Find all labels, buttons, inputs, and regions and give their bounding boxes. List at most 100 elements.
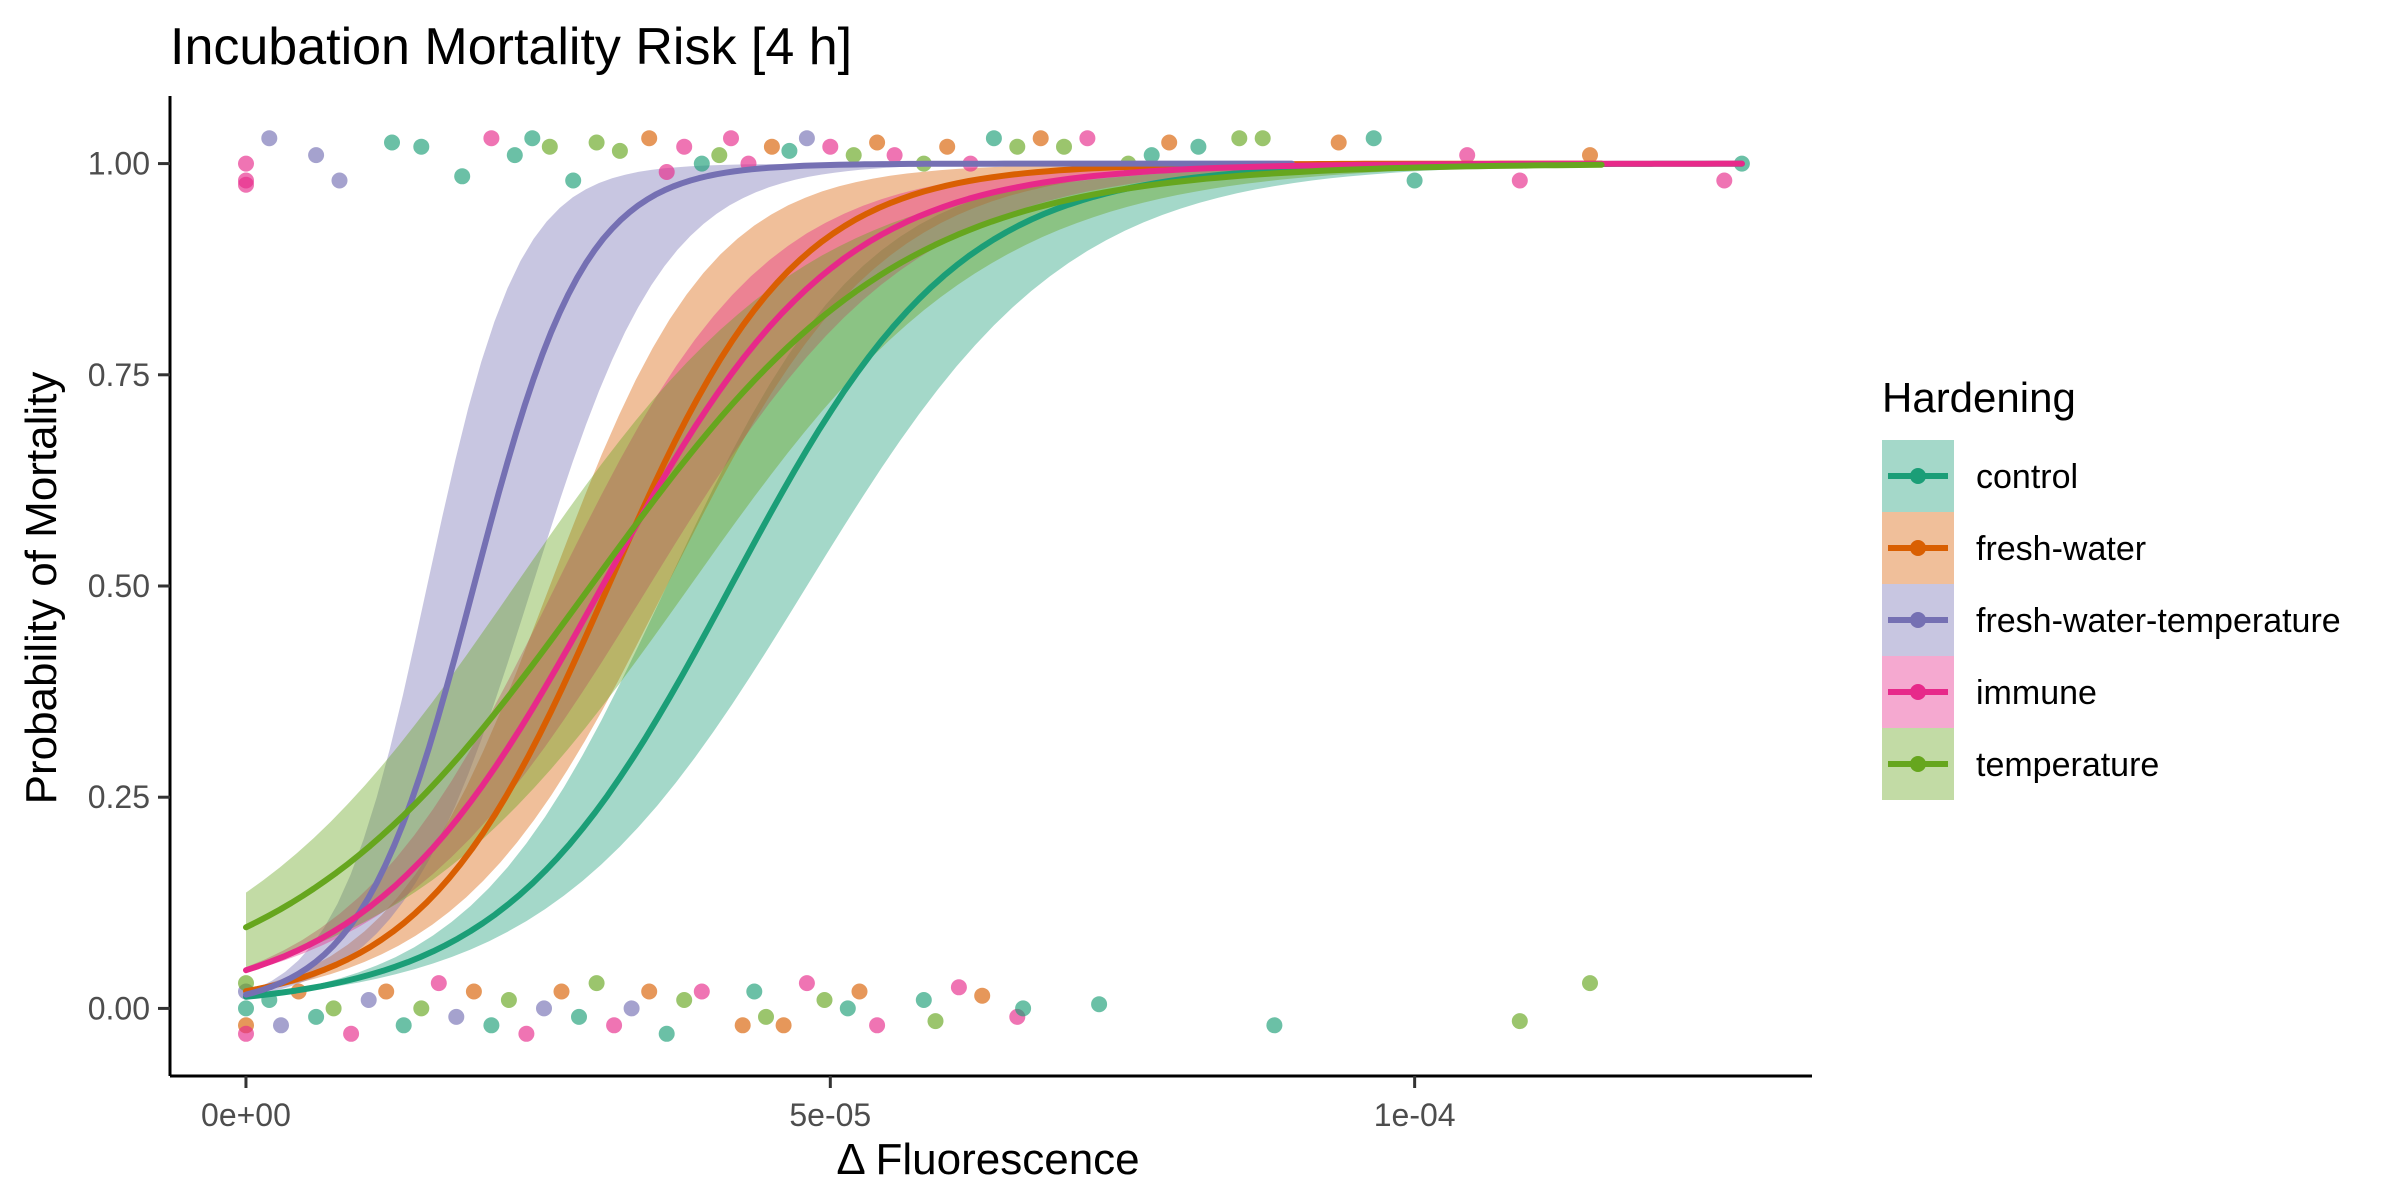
bottom-point-fresh-water: [641, 983, 658, 1000]
top-point-control: [781, 142, 798, 159]
bottom-point-control: [571, 1008, 587, 1025]
top-point-fresh-water-temperature: [261, 130, 278, 147]
legend-item-fresh-water-temperature: fresh-water-temperature: [1882, 584, 2341, 656]
top-point-temperature: [1056, 138, 1072, 155]
bottom-point-control: [395, 1017, 412, 1034]
bottom-point-fresh-water-temperature: [448, 1008, 465, 1025]
legend-label: immune: [1976, 674, 2097, 712]
legend-item-temperature: temperature: [1882, 728, 2159, 800]
legend-label: control: [1976, 458, 2078, 496]
top-point-immune: [1716, 172, 1733, 189]
bottom-point-temperature: [758, 1008, 774, 1025]
legend-key-point: [1910, 540, 1926, 556]
x-axis-title: Δ Fluorescence: [836, 1135, 1139, 1184]
top-point-temperature: [1254, 130, 1271, 147]
legend-key-point: [1910, 612, 1926, 628]
y-tick-label: 1.00: [88, 146, 150, 182]
bottom-point-temperature: [927, 1013, 944, 1030]
bottom-point-control: [1015, 1000, 1032, 1017]
ribbon-control: [246, 163, 1742, 998]
legend-title: Hardening: [1882, 374, 2076, 421]
bottom-point-immune: [238, 1025, 254, 1042]
top-point-immune: [676, 138, 693, 155]
bottom-point-fresh-water-temperature: [360, 992, 377, 1008]
bottom-point-control: [839, 1000, 856, 1017]
bottom-point-control: [1266, 1017, 1283, 1034]
bottom-point-control: [915, 992, 932, 1008]
bottom-point-immune: [518, 1025, 535, 1042]
top-point-fresh-water: [641, 130, 658, 147]
ribbon-temperature: [246, 164, 1602, 968]
top-point-fresh-water: [1330, 134, 1347, 151]
top-point-immune: [483, 130, 500, 147]
legend-item-fresh-water: fresh-water: [1882, 512, 2146, 584]
y-tick-label: 0.00: [88, 990, 150, 1026]
curve-fresh-water-temperature: [243, 160, 1295, 998]
legend: Hardening control fresh-water fresh-water-…: [1882, 374, 2341, 800]
top-point-control: [1365, 130, 1382, 147]
top-point-fresh-water-temperature: [308, 147, 325, 164]
top-point-temperature: [588, 134, 605, 151]
bottom-point-immune: [950, 979, 967, 996]
bottom-point-fresh-water: [465, 983, 482, 1000]
top-point-control: [384, 134, 400, 151]
fitted-curves: [243, 160, 1745, 1000]
legend-items: control fresh-water fresh-water-temperatur…: [1882, 440, 2341, 800]
top-point-fresh-water: [939, 138, 956, 155]
bottom-point-fresh-water-temperature: [623, 1000, 640, 1017]
bottom-point-control: [308, 1008, 325, 1025]
legend-key-point: [1910, 468, 1926, 484]
bottom-point-fresh-water-temperature: [273, 1017, 289, 1034]
legend-label: temperature: [1976, 746, 2159, 784]
bottom-point-temperature: [676, 992, 693, 1008]
top-point-control: [1143, 147, 1160, 164]
y-axis-title: Probability of Mortality: [17, 372, 66, 805]
curve-temperature: [243, 161, 1605, 931]
bottom-point-immune: [606, 1017, 623, 1034]
bottom-point-immune: [343, 1025, 360, 1042]
bottom-point-fresh-water: [378, 983, 395, 1000]
y-tick-label: 0.25: [88, 779, 150, 815]
top-point-control: [454, 168, 471, 185]
top-point-immune: [1079, 130, 1096, 147]
top-point-immune: [723, 130, 739, 147]
legend-label: fresh-water-temperature: [1976, 602, 2341, 640]
plot-area: [238, 130, 1750, 1042]
bottom-point-temperature: [413, 1000, 430, 1017]
bottom-point-fresh-water: [851, 983, 868, 1000]
top-point-immune: [822, 138, 839, 155]
y-axis-ticks: 0.00 0.25 0.50 0.75 1.00: [88, 146, 170, 1026]
top-point-fresh-water: [1582, 147, 1598, 164]
bottom-point-control: [746, 983, 763, 1000]
confidence-ribbons: [246, 163, 1742, 998]
top-point-control: [1406, 172, 1423, 189]
top-point-temperature: [711, 147, 728, 164]
top-point-fresh-water: [869, 134, 886, 151]
bottom-point-temperature: [1511, 1013, 1528, 1030]
bottom-point-immune: [693, 983, 710, 1000]
bottom-point-fresh-water: [974, 987, 991, 1004]
legend-item-immune: immune: [1882, 656, 2097, 728]
top-point-immune: [1511, 172, 1528, 189]
ribbon-fresh-water-temperature: [246, 163, 1292, 998]
top-point-fresh-water-temperature: [798, 130, 815, 147]
top-point-control: [524, 130, 541, 147]
bottom-point-temperature: [500, 992, 517, 1008]
top-point-temperature: [1231, 130, 1248, 147]
legend-key-point: [1910, 684, 1926, 700]
x-tick-label: 1e-04: [1374, 1097, 1456, 1133]
top-point-immune: [658, 164, 675, 180]
x-tick-label: 5e-05: [789, 1097, 871, 1133]
top-point-control: [693, 155, 710, 172]
y-tick-label: 0.75: [88, 357, 150, 393]
bottom-point-temperature: [238, 975, 254, 992]
bottom-point-fresh-water-temperature: [536, 1000, 552, 1017]
legend-label: fresh-water: [1976, 530, 2146, 568]
top-point-fresh-water-temperature: [331, 172, 348, 189]
legend-item-control: control: [1882, 440, 2078, 512]
x-axis-ticks: 0e+00 5e-05 1e-04: [201, 1076, 1456, 1133]
top-point-fresh-water: [763, 138, 780, 155]
top-point-immune: [238, 155, 254, 172]
bottom-point-control: [658, 1025, 675, 1042]
